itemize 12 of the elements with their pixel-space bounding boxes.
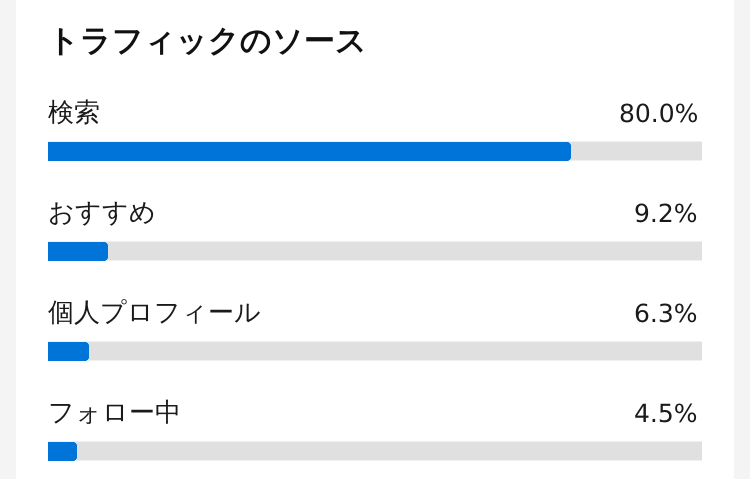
bar xyxy=(48,342,89,361)
data-label: 9.2% xyxy=(634,199,698,228)
data-label: 4.5% xyxy=(634,399,698,428)
y-tick-label: フォロー中 xyxy=(48,398,181,428)
y-tick-label: おすすめ xyxy=(48,198,156,228)
data-label: 6.3% xyxy=(634,299,698,328)
y-tick-label: 検索 xyxy=(48,98,100,128)
y-tick-label: 個人プロフィール xyxy=(48,298,261,328)
bar xyxy=(48,442,77,461)
data-label: 80.0% xyxy=(619,99,698,128)
bar xyxy=(48,242,108,261)
chart-title: トラフィックのソース xyxy=(48,22,367,59)
